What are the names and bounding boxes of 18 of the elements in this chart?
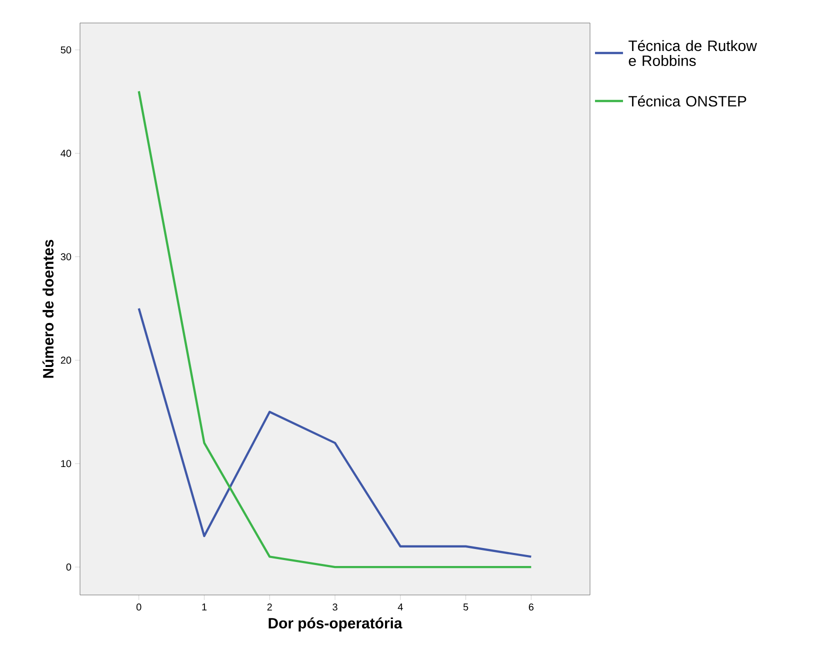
y-tick-label: 10 [61, 460, 72, 468]
x-tick-label: 1 [202, 604, 207, 610]
x-tick-label: 5 [463, 604, 468, 610]
y-tick-label: 50 [60, 46, 72, 54]
legend-label: Técnica ONSTEP [628, 95, 746, 107]
y-axis-title: Número de doentes [42, 240, 54, 378]
x-axis-title: Dor pós-operatória [268, 617, 402, 632]
x-tick-label: 3 [332, 604, 338, 611]
legend-label: Técnica de Rutkow e Robbins [628, 40, 757, 66]
x-tick-label: 6 [528, 604, 534, 611]
x-tick-label: 0 [136, 604, 142, 611]
y-tick-label: 40 [60, 150, 72, 157]
y-tick-label: 30 [60, 253, 72, 260]
y-tick-label: 0 [66, 564, 72, 571]
x-tick-label: 2 [267, 604, 272, 610]
x-tick-label: 4 [398, 604, 403, 610]
y-tick-label: 20 [60, 356, 72, 364]
line-series [138, 307, 532, 558]
